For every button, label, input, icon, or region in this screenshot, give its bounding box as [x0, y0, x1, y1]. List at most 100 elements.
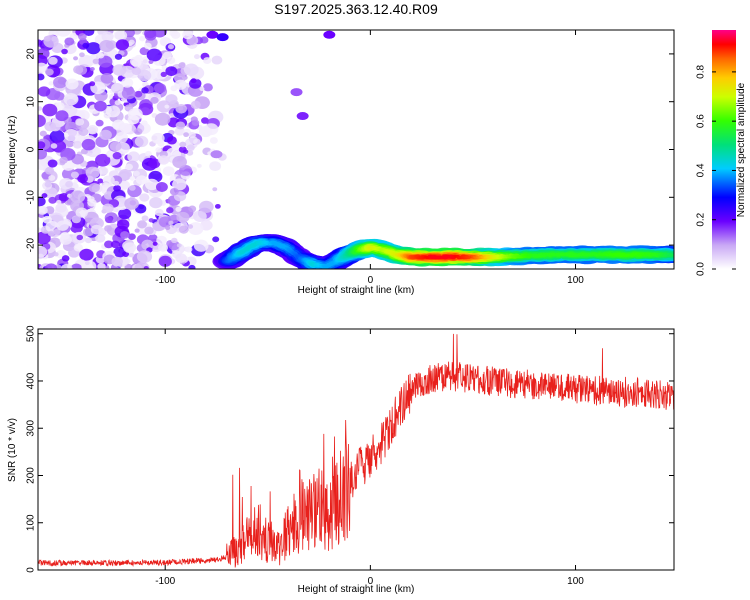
noise-blob [88, 182, 100, 193]
noise-blob [95, 119, 104, 127]
noise-blob [38, 205, 48, 215]
noise-blob [143, 42, 152, 50]
noise-blob [179, 165, 193, 176]
noise-blob [174, 127, 185, 136]
noise-blob [134, 228, 140, 233]
noise-blob [183, 132, 189, 138]
noise-blob [214, 203, 221, 209]
noise-blob [144, 226, 154, 235]
noise-blob [145, 178, 159, 191]
noise-blob [55, 102, 65, 111]
noise-blob [160, 71, 167, 78]
noise-blob [72, 140, 83, 149]
noise-blob [111, 83, 121, 92]
noise-blob [193, 239, 209, 252]
noise-blob [105, 105, 121, 118]
noise-blob [73, 56, 79, 61]
noise-blob [83, 30, 95, 36]
noise-blob [71, 215, 81, 224]
noise-blob [175, 103, 187, 114]
noise-blob [38, 227, 42, 233]
isolated-blob-1 [216, 33, 229, 42]
noise-blob [53, 228, 61, 235]
noise-blob [161, 65, 168, 71]
noise-blob [110, 240, 120, 249]
noise-blob [178, 62, 186, 69]
noise-blob [55, 110, 69, 122]
noise-blob [131, 67, 142, 76]
noise-blob [47, 230, 55, 237]
noise-blob [89, 81, 96, 87]
noise-blob [123, 242, 137, 254]
noise-blob [154, 208, 164, 217]
noise-blob [75, 118, 85, 126]
noise-blob [154, 112, 171, 126]
noise-blob [139, 47, 150, 56]
noise-blob [134, 135, 149, 148]
noise-blob [127, 151, 140, 162]
noise-blob [168, 220, 174, 226]
noise-blob [54, 91, 65, 101]
noise-blob [64, 37, 75, 46]
noise-blob [152, 241, 158, 246]
noise-blob [153, 83, 167, 94]
noise-blob [97, 178, 104, 184]
noise-blob [196, 163, 202, 168]
noise-blob [47, 159, 58, 168]
noise-blob [39, 130, 47, 137]
noise-blob [70, 222, 83, 234]
noise-blob [98, 166, 109, 175]
noise-blob [144, 30, 157, 39]
noise-blob [78, 33, 87, 41]
noise-blob [186, 117, 192, 122]
noise-blob [45, 263, 58, 269]
noise-blob [167, 44, 175, 50]
noise-blob [70, 263, 83, 269]
noise-blob [157, 141, 165, 147]
noise-blob [43, 34, 59, 48]
noise-blob [59, 156, 68, 164]
noise-blob [102, 203, 114, 213]
noise-blob [73, 178, 79, 184]
noise-blob [44, 181, 52, 188]
noise-blob [58, 192, 69, 202]
noise-blob [114, 53, 123, 60]
noise-blob [187, 224, 194, 229]
noise-blob [172, 155, 187, 169]
noise-blob [38, 231, 51, 245]
noise-blob [55, 203, 67, 213]
noise-blob [78, 127, 89, 136]
noise-blob [204, 123, 219, 136]
noise-blob [49, 130, 65, 143]
noise-blob [141, 239, 154, 251]
noise-blob [118, 208, 132, 220]
noise-blob [190, 100, 201, 110]
noise-blob [100, 73, 114, 84]
noise-blob [50, 143, 58, 149]
noise-blob [77, 174, 88, 184]
noise-blob [86, 125, 99, 135]
noise-blob [212, 187, 218, 192]
noise-blob [90, 224, 103, 235]
noise-blob [193, 210, 207, 222]
noise-blob [60, 231, 70, 240]
noise-blob [146, 48, 162, 62]
noise-blob [209, 161, 222, 172]
noise-blob [137, 220, 147, 229]
noise-blob [125, 259, 131, 264]
isolated-blob-5 [210, 150, 223, 159]
noise-blob [75, 207, 88, 218]
noise-blob [92, 147, 102, 156]
noise-blob [48, 56, 58, 65]
noise-blob [133, 128, 143, 136]
noise-blob [191, 119, 200, 126]
noise-blob [99, 40, 114, 53]
noise-blob [148, 158, 161, 169]
noise-blob [136, 250, 153, 263]
noise-blob [169, 187, 179, 196]
noise-blob [135, 175, 148, 185]
noise-blob [176, 211, 190, 223]
noise-blob [38, 62, 48, 73]
